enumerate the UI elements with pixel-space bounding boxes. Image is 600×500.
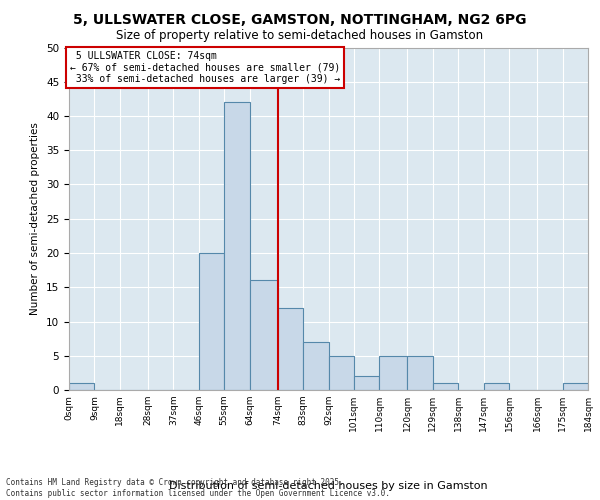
X-axis label: Distribution of semi-detached houses by size in Gamston: Distribution of semi-detached houses by … <box>169 481 488 491</box>
Bar <box>224 102 250 390</box>
Bar <box>250 280 278 390</box>
Text: 5 ULLSWATER CLOSE: 74sqm
← 67% of semi-detached houses are smaller (79)
 33% of : 5 ULLSWATER CLOSE: 74sqm ← 67% of semi-d… <box>70 51 340 84</box>
Bar <box>199 253 224 390</box>
Bar <box>379 356 407 390</box>
Bar <box>484 383 509 390</box>
Bar <box>354 376 379 390</box>
Bar <box>303 342 329 390</box>
Bar <box>407 356 433 390</box>
Text: Contains HM Land Registry data © Crown copyright and database right 2025.
Contai: Contains HM Land Registry data © Crown c… <box>6 478 390 498</box>
Bar <box>433 383 458 390</box>
Text: 5, ULLSWATER CLOSE, GAMSTON, NOTTINGHAM, NG2 6PG: 5, ULLSWATER CLOSE, GAMSTON, NOTTINGHAM,… <box>73 12 527 26</box>
Bar <box>329 356 354 390</box>
Text: Size of property relative to semi-detached houses in Gamston: Size of property relative to semi-detach… <box>116 29 484 42</box>
Bar <box>278 308 303 390</box>
Bar <box>69 383 94 390</box>
Bar <box>563 383 588 390</box>
Y-axis label: Number of semi-detached properties: Number of semi-detached properties <box>31 122 40 315</box>
